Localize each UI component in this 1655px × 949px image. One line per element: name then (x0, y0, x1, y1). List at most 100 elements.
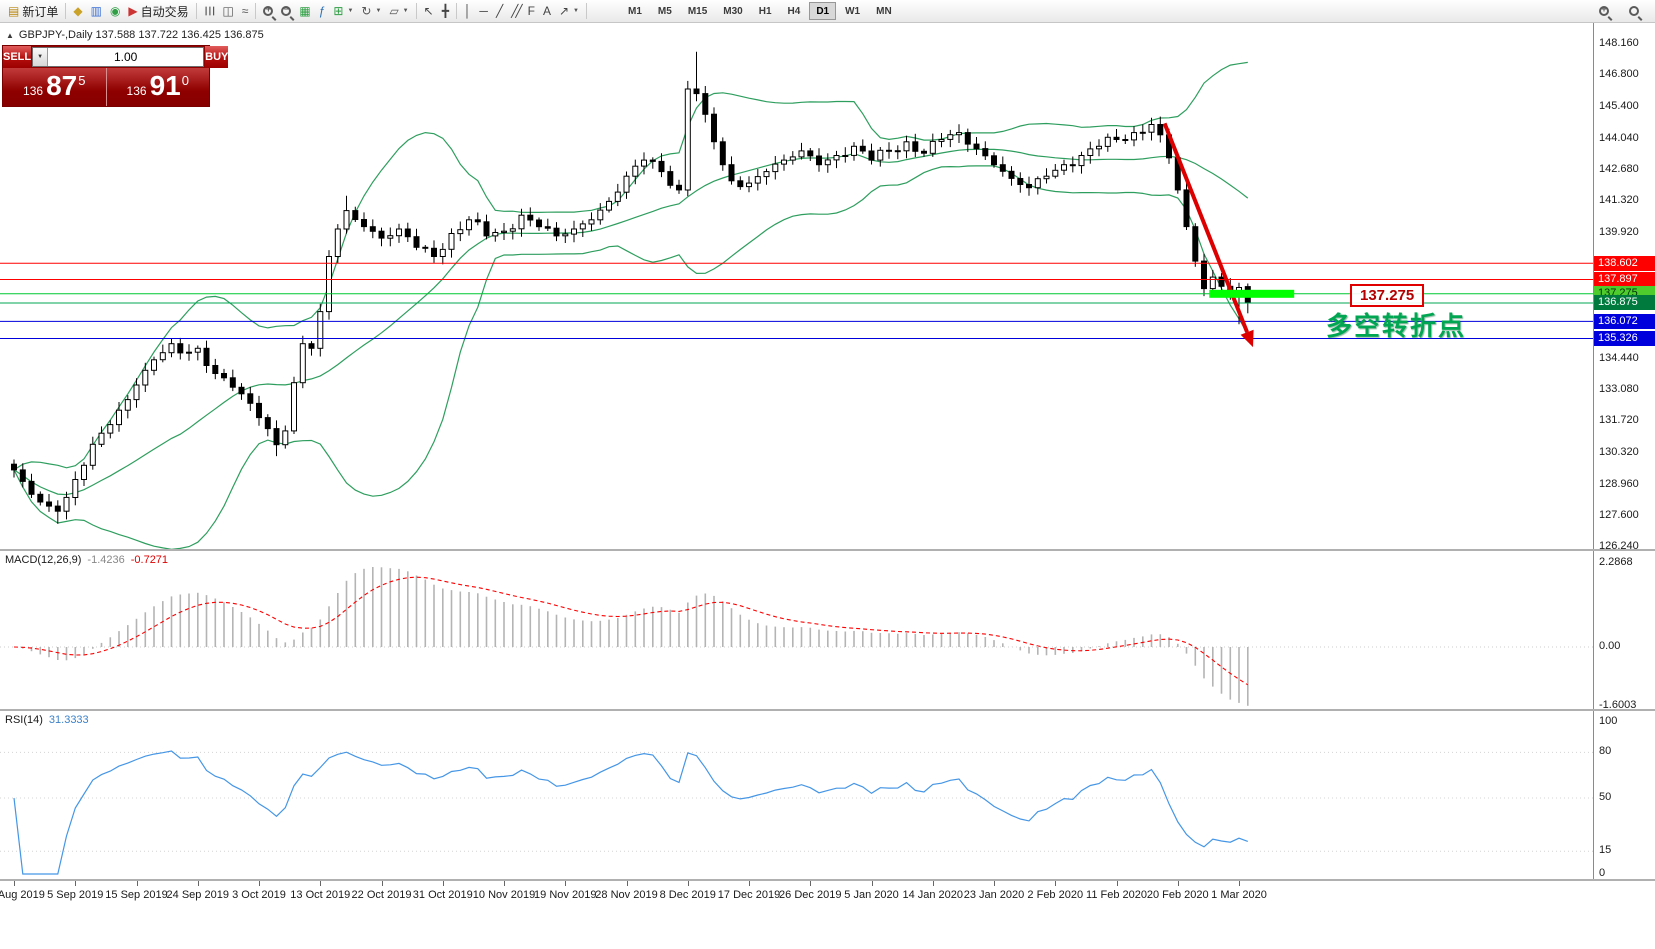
macd-label: MACD(12,26,9) -1.4236 -0.7271 (5, 554, 168, 566)
timeframe-m1[interactable]: M1 (628, 5, 642, 17)
buy-price[interactable]: 136 91 0 (106, 68, 209, 106)
charts-menu-button[interactable]: ◆ (69, 1, 86, 21)
timeframe-m15[interactable]: M15 (687, 5, 708, 17)
one-click-trading-panel: SELL BUY 136 87 5 136 91 0 (2, 45, 229, 107)
price-level-label: 138.602 (1594, 255, 1655, 271)
autotrading-button[interactable]: ▶ 自动交易 (124, 1, 192, 21)
zoom-in-button[interactable]: + (259, 1, 277, 21)
templates-button[interactable]: ▱ ▼ (385, 1, 412, 21)
time-label: 31 Oct 2019 (412, 889, 473, 901)
price-scale-label: 146.800 (1599, 68, 1639, 81)
time-tick (749, 881, 750, 886)
time-label: 15 Sep 2019 (105, 889, 168, 901)
time-tick (687, 881, 689, 886)
rsi-scale-label: 15 (1599, 844, 1612, 857)
text-label-button[interactable]: A (539, 1, 555, 21)
chevron-down-icon: ▼ (347, 8, 354, 14)
symbol-ohlc-text: GBPJPY-,Daily 137.588 137.722 136.425 13… (18, 29, 264, 41)
market-watch-button[interactable]: ▥ (87, 1, 106, 21)
buy-price-small: 136 (126, 84, 147, 98)
turning-point-annotation[interactable]: 多空转折点 (1326, 311, 1467, 341)
new-chart-button[interactable]: ⊞ ▼ (329, 1, 357, 21)
panel-splitter[interactable] (0, 879, 1655, 881)
toolbar-separator (195, 3, 197, 19)
volume-dropdown-icon[interactable] (33, 48, 49, 66)
bar-chart-button[interactable]: ☰ (200, 1, 219, 21)
chevron-down-icon: ▼ (375, 8, 382, 14)
navigator-button[interactable]: ◉ (106, 1, 124, 21)
price-scale-label: 142.680 (1599, 162, 1639, 175)
price-chart-panel[interactable]: ▲ GBPJPY-,Daily 137.588 137.722 136.425 … (0, 23, 1593, 549)
time-tick (442, 881, 444, 886)
line-chart-button[interactable]: ≈ (238, 1, 253, 21)
indicators-button[interactable]: ƒ (315, 1, 330, 21)
macd-panel[interactable]: MACD(12,26,9) -1.4236 -0.7271 (0, 551, 1593, 709)
arrows-button[interactable]: ↗ ▼ (555, 1, 583, 21)
time-tick (626, 881, 628, 886)
profiles-button[interactable]: ↻ ▼ (357, 1, 385, 21)
time-label: 1 Mar 2020 (1211, 889, 1267, 901)
timeframe-mn[interactable]: MN (876, 5, 892, 17)
profiles-icon: ↻ (361, 4, 372, 18)
zoom-out-button[interactable]: − (277, 1, 295, 21)
candlestick-chart-button[interactable]: ◫ (218, 1, 237, 21)
macd-scale-label: -1.6003 (1599, 698, 1637, 711)
panel-splitter[interactable] (0, 549, 1655, 551)
cursor-button[interactable]: ↖ (420, 1, 438, 21)
volume-input[interactable] (48, 48, 204, 66)
chevron-down-icon: ▼ (573, 8, 579, 14)
rsi-canvas[interactable] (0, 711, 1593, 879)
timeframe-m5[interactable]: M5 (657, 5, 672, 17)
time-label: 2 Feb 2020 (1027, 889, 1084, 901)
price-scale-label: 134.440 (1599, 351, 1639, 364)
buy-button[interactable]: BUY (205, 46, 229, 68)
timeframe-m30[interactable]: M30 (723, 5, 743, 17)
new-chart-icon: ⊞ (333, 4, 344, 18)
sell-price[interactable]: 136 87 5 (3, 68, 106, 106)
price-axis[interactable]: 148.160 146.800 145.400 144.040 142.680 141.3… (1593, 23, 1655, 879)
toolbar-separator (455, 3, 457, 19)
macd-canvas[interactable] (0, 551, 1593, 709)
tile-windows-button[interactable]: ▦ (295, 1, 314, 21)
time-tick (320, 881, 322, 886)
time-label: 5 Jan 2020 (844, 889, 899, 901)
vertical-line-button[interactable]: │ (460, 1, 476, 21)
buy-price-big: 91 (149, 70, 181, 101)
time-tick (14, 881, 15, 886)
price-scale-label: 130.320 (1599, 446, 1639, 459)
chevron-down-icon: ▼ (402, 8, 409, 14)
time-label: 13 Oct 2019 (290, 889, 351, 901)
candlestick-chart-canvas[interactable] (0, 23, 1593, 549)
timeframe-h1[interactable]: H1 (758, 5, 772, 17)
indicators-icon: ƒ (318, 4, 326, 18)
channel-button[interactable]: ╱╱ (507, 1, 523, 21)
time-label: 28 Nov 2019 (595, 889, 658, 901)
macd-name: MACD(12,26,9) (5, 554, 82, 566)
rsi-panel[interactable]: RSI(14) 31.3333 (0, 711, 1593, 879)
price-scale-label: 127.600 (1599, 508, 1639, 521)
symbol-search-button[interactable]: + (1595, 1, 1613, 21)
time-tick (1239, 881, 1240, 886)
horizontal-line-button[interactable]: ─ (475, 1, 492, 21)
timeframe-w1[interactable]: W1 (845, 5, 861, 17)
trendline-button[interactable]: ╱ (492, 1, 507, 21)
sell-button[interactable]: SELL (3, 46, 32, 68)
search-button[interactable] (1625, 1, 1643, 21)
fibonacci-button[interactable]: F (524, 1, 539, 21)
timeframe-h4[interactable]: H4 (787, 5, 801, 17)
crosshair-button[interactable]: ╋ (438, 1, 453, 21)
autotrading-button-label: 自动交易 (140, 4, 189, 19)
toolbar-separator (415, 3, 417, 19)
buy-price-sup: 0 (181, 73, 189, 88)
price-annotation-label[interactable]: 137.275 (1350, 284, 1425, 307)
panel-splitter[interactable] (0, 709, 1655, 711)
sell-price-small: 136 (23, 84, 44, 98)
horizontal-line-icon: ─ (479, 4, 488, 18)
toolbar-separator (586, 3, 587, 19)
time-tick (75, 881, 77, 886)
new-order-button[interactable]: ▤ 新订单 (4, 1, 62, 21)
timeframe-d1[interactable]: D1 (809, 2, 837, 20)
time-label: 5 Sep 2019 (47, 889, 104, 901)
collapse-panel-icon[interactable]: ▲ (6, 30, 14, 40)
